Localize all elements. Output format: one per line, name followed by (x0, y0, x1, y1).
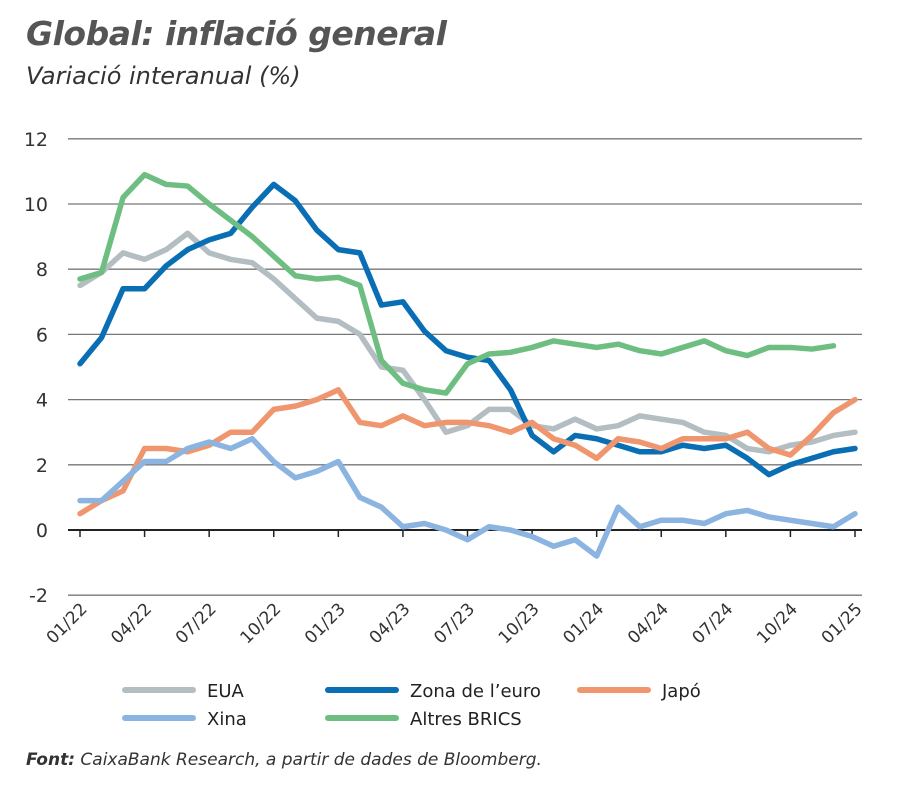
x-tick-label: 04/23 (366, 599, 415, 648)
chart-title: Global: inflació general (26, 14, 447, 53)
y-tick-label: 4 (36, 390, 48, 412)
x-tick-label: 10/22 (236, 599, 285, 648)
series-line-altres-brics (77, 171, 837, 396)
legend-label: Altres BRICS (410, 709, 522, 730)
source-note: Font: CaixaBank Research, a partir de da… (26, 750, 542, 770)
y-tick-label: 10 (24, 194, 48, 216)
series-line-xina (77, 435, 858, 559)
series-line-eua (77, 230, 858, 455)
legend-label: Xina (207, 709, 247, 730)
x-tick-label: 10/23 (495, 599, 544, 648)
y-tick-label: 8 (36, 259, 48, 281)
x-tick-label: 07/23 (430, 599, 479, 648)
legend-label: EUA (207, 681, 245, 702)
chart-subtitle: Variació interanual (%) (26, 62, 301, 90)
y-tick-label: 12 (24, 129, 48, 151)
x-tick-label: 10/24 (753, 599, 802, 648)
y-tick-label: 2 (36, 455, 48, 477)
x-tick-label: 01/23 (301, 599, 350, 648)
x-tick-label: 07/22 (172, 599, 221, 648)
x-tick-label: 01/25 (818, 599, 867, 648)
source-label: Font: (26, 750, 75, 770)
legend-label: Japó (661, 681, 701, 702)
legend-label: Zona de l’euro (410, 681, 541, 702)
series-line-zona-de-l-euro (77, 181, 858, 478)
x-tick-label: 01/22 (43, 599, 92, 648)
y-tick-label: 0 (36, 520, 48, 542)
x-tick-label: 04/22 (107, 599, 156, 648)
source-text: CaixaBank Research, a partir de dades de… (80, 750, 542, 770)
y-tick-label: -2 (29, 585, 48, 607)
y-tick-label: 6 (36, 324, 48, 346)
x-tick-label: 04/24 (624, 599, 673, 648)
x-tick-label: 07/24 (689, 599, 738, 648)
x-tick-label: 01/24 (559, 599, 608, 648)
